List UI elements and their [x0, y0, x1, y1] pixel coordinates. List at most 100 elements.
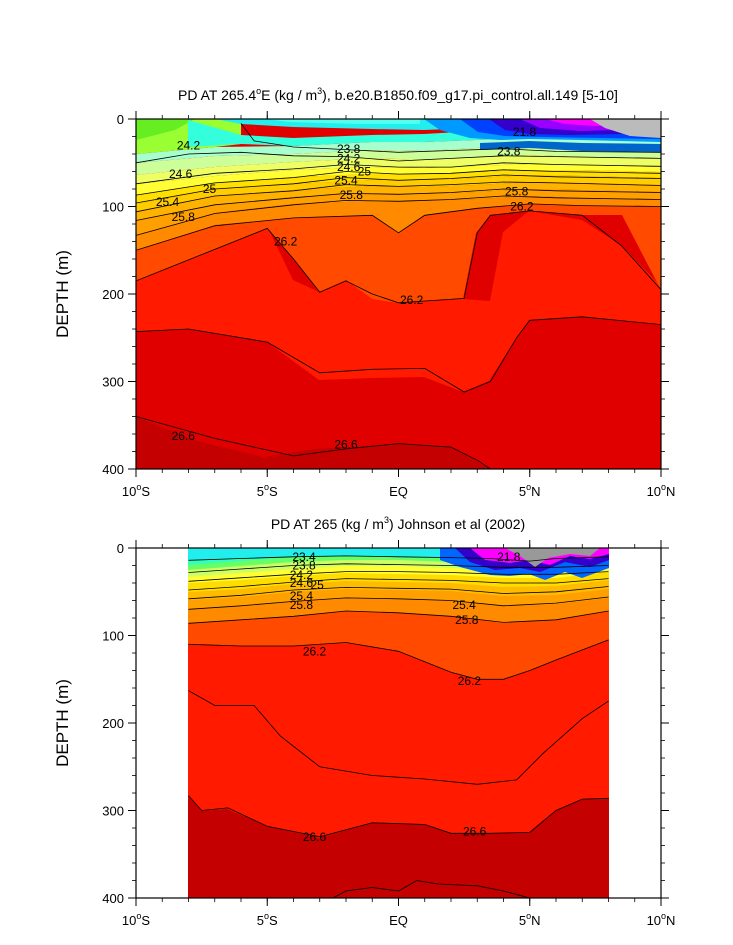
bottom-contour-label: 24.2 [290, 568, 314, 582]
top-contour-line [136, 203, 661, 251]
top-contour-label: 26.2 [400, 293, 424, 307]
bottom-contour-line [188, 578, 609, 591]
top-contour-lines [136, 123, 661, 469]
bottom-ytick-label: 200 [102, 716, 124, 731]
bottom-ytick-label: 0 [117, 541, 124, 556]
top-title-part3: ), b.e20.B1850.f09_g17.pi_control.all.14… [322, 87, 618, 103]
bottom-contour-label: 23.8 [292, 559, 316, 573]
top-xtick-label: 5oN [519, 482, 541, 499]
bottom-contour-label: 21.8 [497, 550, 521, 564]
top-title-part2: E (kg / m [261, 87, 317, 103]
top-xtick-label: 10oS [122, 482, 150, 499]
bottom-xtick-label: 10oS [122, 911, 150, 928]
top-contour-label: 24.6 [169, 167, 193, 181]
top-contour-line [136, 188, 661, 221]
top-band-24-6 [136, 155, 661, 184]
top-band-25-4 [136, 175, 661, 212]
bottom-panel: PD AT 265 (kg / m3) Johnson et al (2002) [53, 515, 675, 928]
top-panel-title: PD AT 265.4oE (kg / m3), b.e20.B1850.f09… [178, 86, 618, 103]
top-ytick-label: 200 [102, 287, 124, 302]
top-contour-label: 24.6 [337, 160, 361, 174]
top-contour-line [136, 174, 661, 204]
top-contour-label: 23.8 [497, 144, 521, 158]
bottom-contour-label: 25.8 [455, 613, 479, 627]
top-contour-line [136, 162, 661, 185]
top-contour-label: 23.8 [337, 142, 361, 156]
bottom-panel-title: PD AT 265 (kg / m3) Johnson et al (2002) [271, 515, 525, 532]
top-contour-line [136, 416, 491, 469]
bottom-axes: 0 100 200 300 400 10oS 5oS EQ 5oN 10oN [102, 540, 675, 928]
top-panel: PD AT 265.4oE (kg / m3), b.e20.B1850.f09… [53, 86, 675, 499]
top-y-axis-label: DEPTH (m) [53, 250, 72, 338]
bottom-contour-line [188, 563, 609, 573]
top-contour-line [240, 123, 661, 153]
top-band-gray [590, 119, 661, 138]
bottom-xtick-label: EQ [389, 913, 408, 928]
top-title-part1: PD AT 265.4 [178, 87, 256, 103]
top-contour-line [136, 181, 661, 213]
bottom-contour-label: 25.4 [290, 589, 314, 603]
bottom-contour-label: 26.6 [463, 825, 487, 839]
top-contour-label: 25 [203, 182, 217, 196]
top-band-26-2 [136, 204, 661, 303]
top-band-24-4 [136, 146, 661, 175]
top-xtick-label: EQ [389, 484, 408, 499]
bottom-band-26-6 [188, 795, 609, 898]
bottom-contour-line [332, 880, 530, 898]
bottom-contour-lines [188, 555, 609, 898]
bottom-ytick-label: 100 [102, 629, 124, 644]
top-contour-line [136, 316, 661, 393]
top-ytick-label: 400 [102, 462, 124, 477]
top-contour-label: 25.8 [340, 188, 364, 202]
top-contour-label: 25.8 [172, 210, 196, 224]
top-contour-label: 25 [358, 165, 372, 179]
bottom-contour-label: 23.4 [292, 550, 316, 564]
top-contour-label: 24.2 [177, 138, 201, 152]
bottom-contour-label: 26.2 [303, 644, 327, 658]
top-band-26-6 [136, 417, 489, 469]
top-contour-label: 25.4 [334, 173, 358, 187]
top-ytick-label: 100 [102, 200, 124, 215]
bottom-contour-line [188, 795, 609, 838]
bottom-title-superscript: 3 [384, 515, 389, 525]
top-contour-line [136, 151, 661, 164]
bottom-contour-label: 25.8 [290, 598, 314, 612]
top-band-23-6 [265, 119, 420, 124]
top-band-25-0 [136, 164, 661, 195]
top-band-25-6 [136, 182, 661, 221]
bottom-contour-line [188, 596, 609, 610]
top-xtick-label: 5oS [257, 482, 278, 499]
bottom-contour-label: 25 [310, 578, 324, 592]
bottom-title-part2: ) Johnson et al (2002) [389, 516, 525, 532]
top-contour-label: 21.8 [513, 125, 537, 139]
bottom-contour-line [188, 555, 609, 562]
top-contour-line [136, 195, 661, 236]
top-contour-line [136, 169, 661, 196]
bottom-contour-label: 24.6 [290, 576, 314, 590]
top-contour-label: 24.2 [337, 151, 361, 165]
top-contour-label: 25.8 [505, 185, 529, 199]
bottom-contour-line [188, 586, 609, 600]
top-contour-label: 26.6 [334, 438, 358, 452]
bottom-y-axis-label: DEPTH (m) [53, 679, 72, 767]
bottom-contour-line [188, 610, 609, 624]
bottom-contour-line [188, 571, 609, 582]
top-title-degree: o [256, 86, 261, 96]
bottom-band-gray [505, 548, 600, 567]
top-axes: 0 100 200 300 400 10oS 5oS EQ 5oN 10oN [102, 111, 675, 499]
top-band-26-0 [136, 196, 661, 250]
bottom-title-part1: PD AT 265 (kg / m [271, 516, 384, 532]
top-ytick-label: 0 [117, 112, 124, 127]
bottom-ytick-label: 300 [102, 804, 124, 819]
bottom-contour-label: 25.4 [452, 598, 476, 612]
bottom-contour-line [188, 639, 609, 680]
top-band-dark-cyan [480, 141, 661, 152]
bottom-xtick-label: 5oN [519, 911, 541, 928]
top-band-26-4 [136, 211, 661, 392]
bottom-xtick-label: 5oS [257, 911, 278, 928]
top-title-superscript: 3 [317, 86, 322, 96]
top-contour-label: 26.6 [172, 429, 196, 443]
top-plot-area: 21.824.2 23.8 23.824.224.62525.425.824.625… [136, 119, 661, 469]
